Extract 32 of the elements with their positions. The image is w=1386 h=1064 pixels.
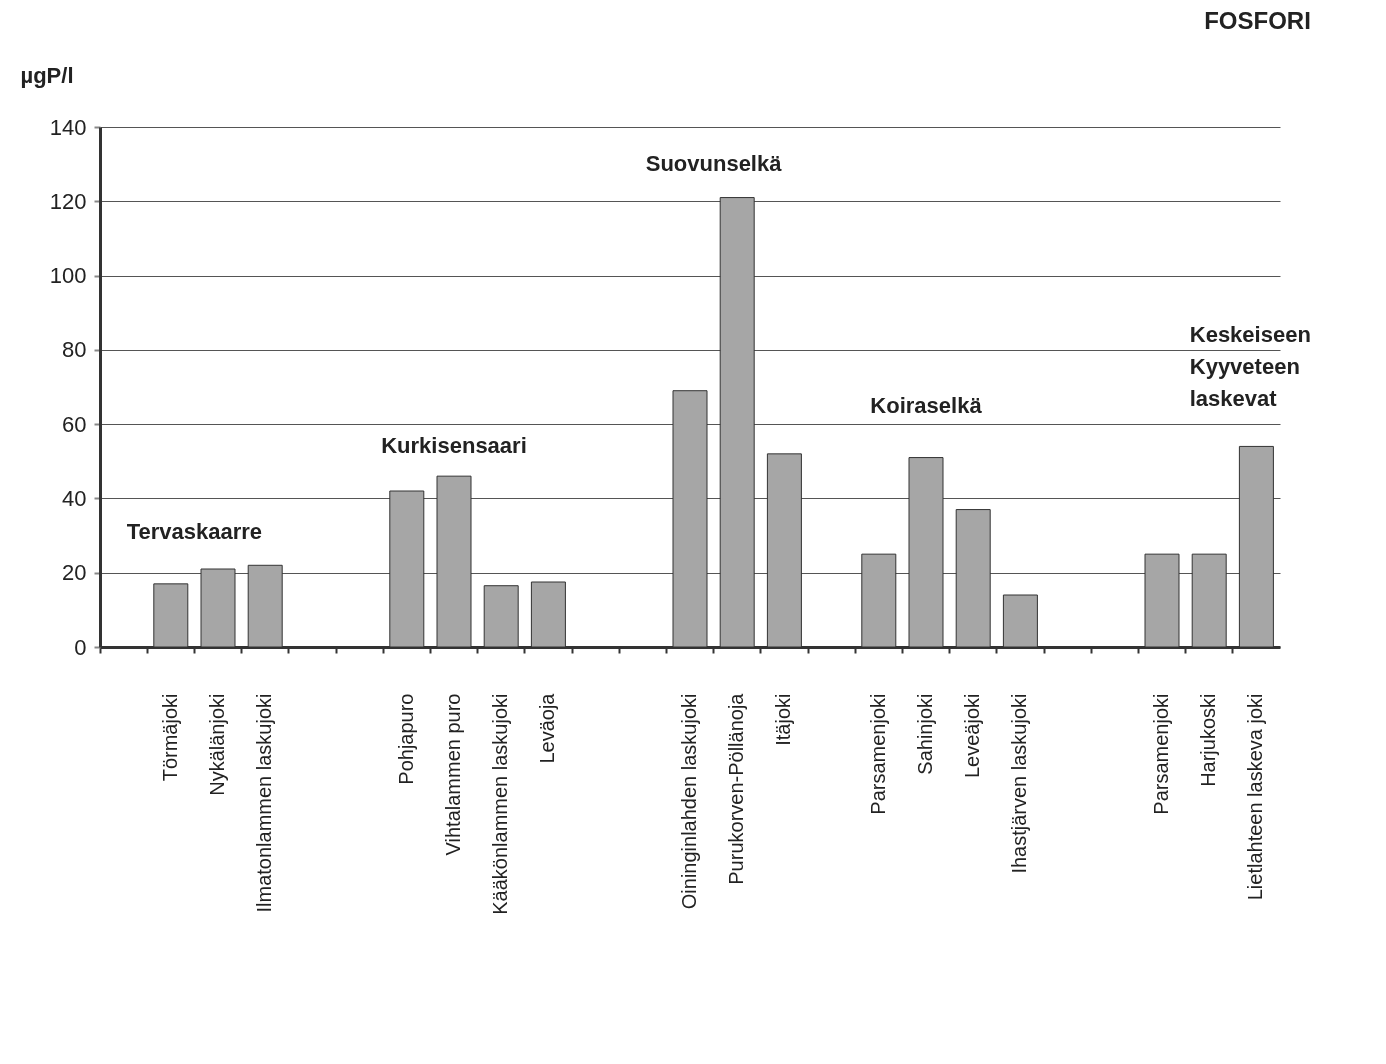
- x-tick-label: Leveäjoki: [961, 693, 984, 779]
- x-tick-label: Leväoja: [536, 692, 559, 764]
- x-tick-label: Sahinjoki: [914, 693, 936, 775]
- x-tick-label: Lietlahteen laskeva joki: [1244, 693, 1267, 901]
- x-tick-label: Itäjoki: [772, 693, 795, 746]
- x-tick-label: Nykälänjoki: [206, 693, 228, 796]
- x-tick-label: Törmäjoki: [158, 693, 181, 782]
- y-tick-label: 20: [62, 560, 87, 586]
- x-tick-label: Ihastjärven laskujoki: [1008, 693, 1031, 874]
- x-tick-label: Kääkönlammen laskujoki: [489, 693, 512, 915]
- y-tick-label: 0: [74, 634, 87, 660]
- x-tick-label: Parsamenjoki: [1150, 693, 1172, 815]
- annotation: Koiraselkä: [870, 392, 983, 418]
- y-tick-label: 60: [62, 411, 87, 437]
- x-tick-label: Pohjapuro: [394, 693, 417, 785]
- x-tick-label: Ilmatonlammen laskujoki: [253, 693, 276, 913]
- y-tick-label: 80: [62, 337, 87, 363]
- annotation: Kurkisensaari: [381, 433, 527, 459]
- y-tick-label: 40: [62, 485, 87, 511]
- x-tick-label: Oininginlahden laskujoki: [678, 693, 700, 910]
- x-tick-label: Purukorven-Pöllänoja: [725, 692, 748, 885]
- y-axis-title: µgP/l: [20, 62, 74, 88]
- annotation: Tervaskaarre: [126, 518, 263, 544]
- chart-title: FOSFORI: [1204, 7, 1311, 34]
- x-tick-label: Parsamenjoki: [866, 693, 889, 815]
- x-tick-label: Harjukoski: [1197, 693, 1220, 787]
- annotation: Keskeiseen Kyyveteen laskevat: [1189, 322, 1311, 411]
- y-tick-label: 100: [49, 263, 87, 289]
- y-tick-label: 120: [49, 188, 87, 214]
- annotation: Suovunselkä: [645, 151, 783, 177]
- x-tick-label: Vihtalammen puro: [442, 693, 464, 856]
- y-tick-label: 140: [49, 114, 87, 140]
